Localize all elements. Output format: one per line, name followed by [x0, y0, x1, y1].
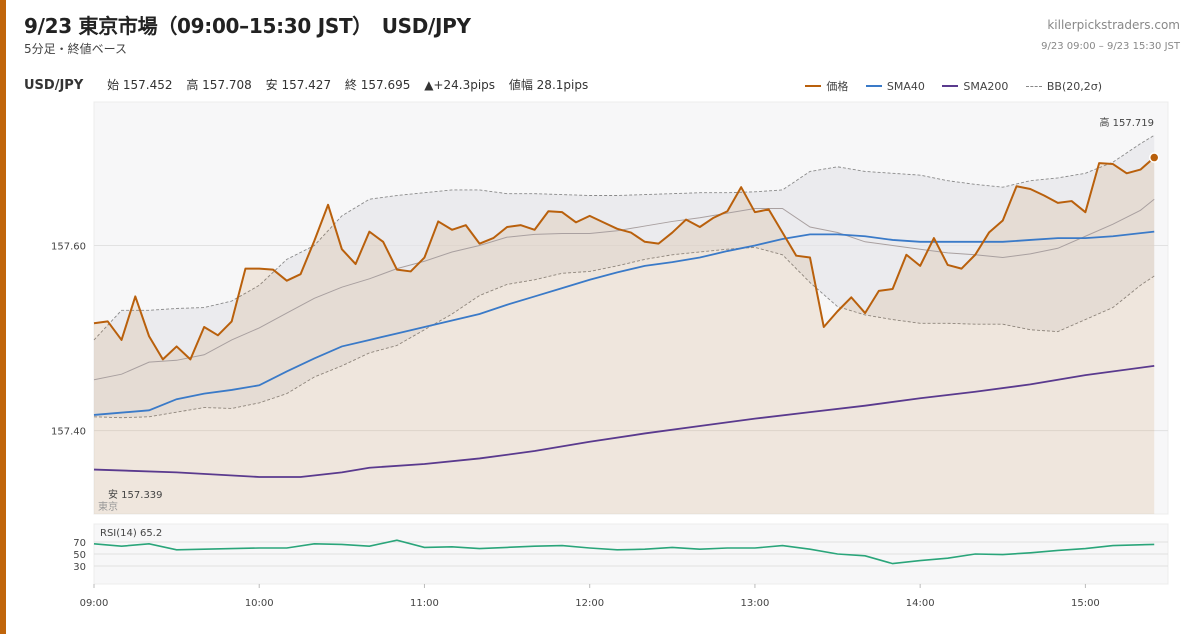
x-tick-label: 12:00	[575, 598, 604, 609]
high-stat: 高 157.708	[186, 78, 252, 92]
legend-label-sma200: SMA200	[963, 79, 1009, 93]
legend-swatch-sma200	[942, 85, 959, 87]
bb-lower-line	[93, 246, 1155, 419]
rsi-tick-label: 70	[73, 538, 86, 549]
rsi-label: RSI(14) 65.2	[100, 528, 162, 539]
legend: 価格 SMA40 SMA200 BB(20,2σ)	[791, 77, 1102, 94]
bb-middle-line	[93, 198, 1155, 381]
x-tick-label: 09:00	[80, 598, 109, 609]
page-subtitle: 5分足・終値ベース	[24, 42, 128, 56]
legend-swatch-sma40	[865, 85, 882, 87]
high-annotation: 高 157.719	[1099, 116, 1154, 129]
legend-item-bb[interactable]: BB(20,2σ)	[1025, 80, 1102, 93]
y-tick-label: 157.60	[51, 242, 86, 253]
rsi-line	[93, 539, 1155, 565]
open-stat: 始 157.452	[107, 78, 173, 92]
sma40-line	[93, 230, 1155, 416]
x-tick-label: 11:00	[410, 598, 439, 609]
price-line	[93, 156, 1155, 361]
legend-item-sma200[interactable]: SMA200	[942, 80, 1008, 93]
legend-swatch-bb	[1025, 86, 1042, 87]
legend-label-bb: BB(20,2σ)	[1046, 80, 1102, 93]
legend-item-sma40[interactable]: SMA40	[865, 79, 925, 93]
span-stat: 値幅 28.1pips	[508, 78, 589, 92]
legend-label-price: 価格	[826, 80, 849, 93]
symbol-label: USD/JPY	[24, 78, 84, 93]
y-tick-label: 157.40	[51, 427, 86, 438]
x-tick-label: 10:00	[245, 598, 274, 609]
last-price-marker	[1148, 152, 1160, 163]
x-tick-label: 14:00	[906, 598, 935, 609]
legend-item-price[interactable]: 価格	[805, 78, 848, 94]
rsi-tick-label: 50	[73, 550, 86, 561]
legend-label-sma40: SMA40	[886, 79, 925, 93]
accent-bar	[0, 0, 6, 634]
x-tick-label: 13:00	[741, 598, 770, 609]
low-stat: 安 157.427	[265, 78, 332, 92]
stats-bar: USD/JPY 始 157.452 高 157.708 安 157.427 終 …	[24, 76, 598, 93]
price-area-fill	[94, 157, 1155, 514]
change-stat: ▲+24.3pips	[424, 78, 496, 92]
bb-upper-line	[93, 134, 1155, 341]
legend-swatch-price	[805, 85, 822, 87]
close-stat: 終 157.695	[344, 78, 411, 92]
x-tick-label: 15:00	[1071, 598, 1100, 609]
page-title: 9/23 東京市場（09:00–15:30 JST） USD/JPY	[24, 14, 471, 38]
sma200-line	[93, 364, 1155, 478]
rsi-tick-label: 30	[73, 562, 86, 573]
session-label: 東京	[98, 500, 118, 513]
low-annotation: 安 157.339	[108, 488, 163, 501]
site-name[interactable]: killerpickstraders.com	[1047, 18, 1180, 32]
date-range: 9/23 09:00 – 9/23 15:30 JST	[1041, 41, 1180, 52]
